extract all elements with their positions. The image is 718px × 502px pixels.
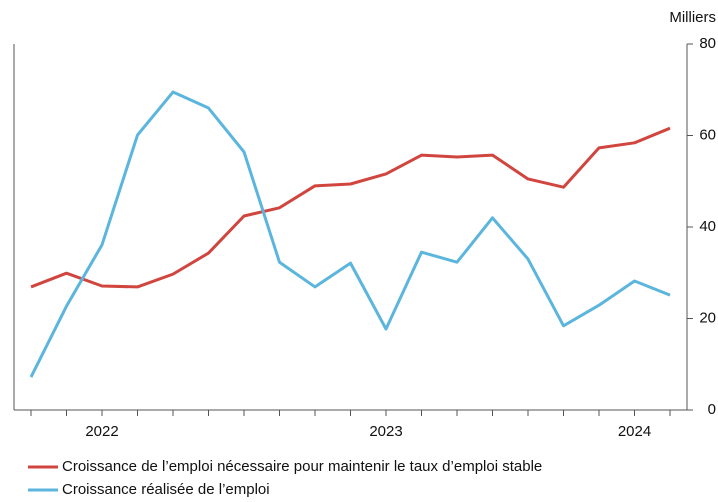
- x-tick-label: 2022: [85, 423, 118, 440]
- series-line: [29, 90, 671, 378]
- series-line: [30, 126, 671, 289]
- y-tick-label: 20: [699, 309, 716, 326]
- y-unit: Milliers: [669, 9, 716, 26]
- y-tick-label: 0: [708, 401, 716, 418]
- x-tick-label: 2024: [618, 423, 651, 440]
- y-tick-label: 40: [699, 218, 716, 235]
- legend-label: Croissance de l’emploi nécessaire pour m…: [62, 458, 542, 475]
- y-tick-label: 60: [699, 126, 716, 143]
- x-tick-label: 2023: [369, 423, 402, 440]
- y-tick-label: 80: [699, 35, 716, 52]
- legend-label: Croissance réalisée de l’emploi: [62, 481, 270, 498]
